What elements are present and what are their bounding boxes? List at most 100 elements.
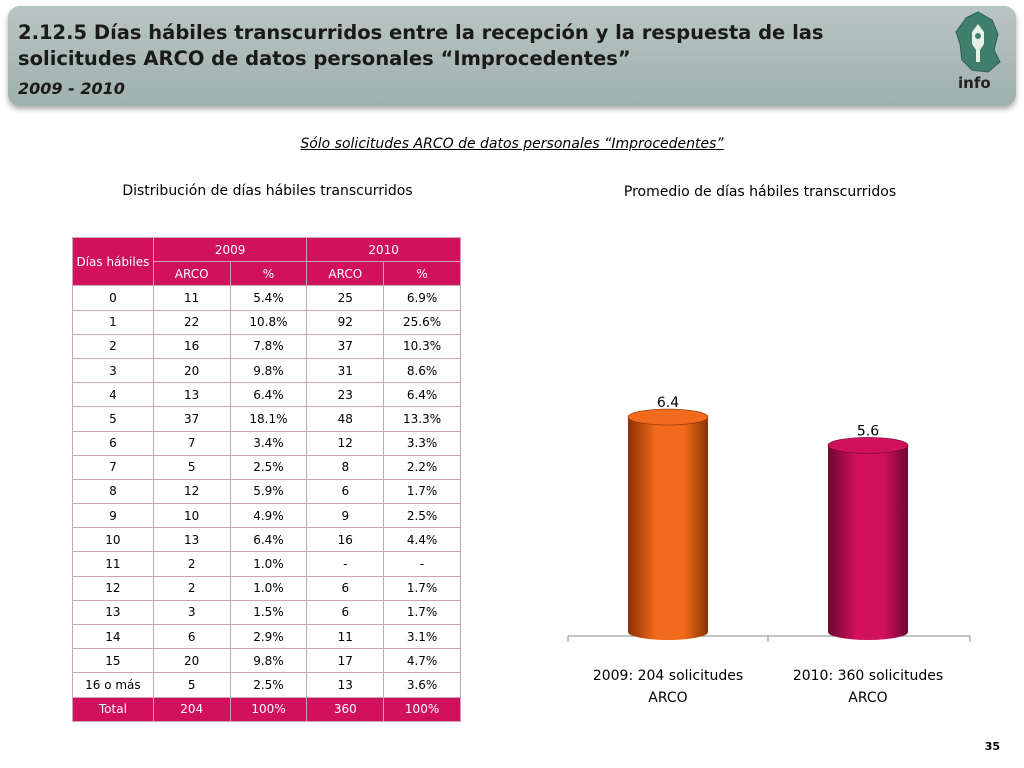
row-pct-2009: 1.0%: [229, 551, 308, 577]
row-arco-2009: 13: [152, 527, 231, 553]
header-arco-2009: ARCO: [152, 261, 231, 287]
total-label: Total: [72, 696, 154, 722]
table-row: 10 13 6.4% 16 4.4%: [72, 527, 461, 553]
header-pct-2009: %: [229, 261, 308, 287]
row-pct-2010: 3.3%: [383, 430, 461, 456]
distribution-table: Días hábiles 2009 2010 ARCO % ARCO % 0 11…: [72, 236, 461, 722]
row-pct-2010: 4.7%: [383, 648, 461, 674]
row-dias: 0: [72, 285, 154, 311]
table-row: 6 7 3.4% 12 3.3%: [72, 430, 461, 456]
row-pct-2009: 2.5%: [229, 454, 308, 480]
row-arco-2010: -: [306, 551, 385, 577]
row-arco-2010: 6: [306, 599, 385, 626]
page-title: 2.12.5 Días hábiles transcurridos entre …: [18, 21, 824, 70]
row-dias: 6: [72, 430, 154, 456]
row-pct-2010: -: [383, 551, 461, 577]
row-arco-2010: 25: [306, 285, 385, 311]
total-pct-2010: 100%: [383, 696, 461, 722]
total-pct-2009: 100%: [229, 696, 308, 722]
header-dias-habiles: Días hábiles: [72, 236, 154, 287]
row-arco-2010: 23: [306, 382, 385, 408]
row-arco-2009: 6: [152, 623, 231, 650]
table-row: 2 16 7.8% 37 10.3%: [72, 333, 461, 359]
row-pct-2009: 9.8%: [229, 648, 308, 674]
row-arco-2009: 13: [152, 382, 231, 408]
table-row: 15 20 9.8% 17 4.7%: [72, 648, 461, 674]
bar-1: [627, 408, 709, 640]
header-year-2009: 2009: [152, 236, 308, 263]
header-year-2010: 2010: [306, 236, 461, 263]
table-row: 7 5 2.5% 8 2.2%: [72, 454, 461, 480]
row-arco-2009: 20: [152, 357, 231, 384]
average-title: Promedio de días hábiles transcurridos: [623, 184, 897, 200]
row-dias: 16 o más: [72, 672, 154, 698]
row-arco-2010: 12: [306, 430, 385, 456]
row-arco-2009: 3: [152, 599, 231, 626]
row-arco-2009: 12: [152, 478, 231, 505]
row-arco-2009: 37: [152, 406, 231, 432]
row-arco-2009: 2: [152, 551, 231, 577]
row-dias: 9: [72, 503, 154, 529]
table-row: 1 22 10.8% 92 25.6%: [72, 309, 461, 335]
table-row: 16 o más 5 2.5% 13 3.6%: [72, 672, 461, 698]
row-pct-2010: 8.6%: [383, 357, 461, 384]
row-dias: 11: [72, 551, 154, 577]
header-banner: 2.12.5 Días hábiles transcurridos entre …: [8, 6, 1016, 106]
row-pct-2009: 1.0%: [229, 575, 308, 601]
row-arco-2009: 11: [152, 285, 231, 311]
row-pct-2009: 1.5%: [229, 599, 308, 626]
row-dias: 10: [72, 527, 154, 553]
row-arco-2009: 10: [152, 503, 231, 529]
row-pct-2009: 6.4%: [229, 527, 308, 553]
row-pct-2009: 6.4%: [229, 382, 308, 408]
row-pct-2009: 4.9%: [229, 503, 308, 529]
row-pct-2009: 10.8%: [229, 309, 308, 335]
header-arco-2010: ARCO: [306, 261, 385, 287]
row-arco-2010: 48: [306, 406, 385, 432]
subtitle: Sólo solicitudes ARCO de datos personale…: [300, 136, 724, 152]
row-arco-2010: 6: [306, 478, 385, 505]
total-arco-2010: 360: [306, 696, 385, 722]
period-label: 2009 - 2010: [18, 79, 125, 98]
row-pct-2009: 2.5%: [229, 672, 308, 698]
table-row: 3 20 9.8% 31 8.6%: [72, 357, 461, 384]
table-row: 0 11 5.4% 25 6.9%: [72, 285, 461, 311]
row-dias: 2: [72, 333, 154, 359]
table-row: 8 12 5.9% 6 1.7%: [72, 478, 461, 505]
row-dias: 15: [72, 648, 154, 674]
table-row: 9 10 4.9% 9 2.5%: [72, 503, 461, 529]
row-dias: 5: [72, 406, 154, 432]
row-pct-2009: 7.8%: [229, 333, 308, 359]
row-arco-2010: 31: [306, 357, 385, 384]
table-row: 12 2 1.0% 6 1.7%: [72, 575, 461, 601]
row-dias: 14: [72, 623, 154, 650]
table-row: 14 6 2.9% 11 3.1%: [72, 623, 461, 650]
row-pct-2009: 18.1%: [229, 406, 308, 432]
row-arco-2010: 6: [306, 575, 385, 601]
row-arco-2009: 5: [152, 454, 231, 480]
bar-value-label: 6.4: [657, 395, 679, 411]
table-row: 11 2 1.0% - -: [72, 551, 461, 577]
row-dias: 13: [72, 599, 154, 626]
row-dias: 7: [72, 454, 154, 480]
bar-value-label: 5.6: [857, 423, 879, 439]
row-pct-2010: 1.7%: [383, 575, 461, 601]
row-dias: 8: [72, 478, 154, 505]
row-pct-2010: 2.5%: [383, 503, 461, 529]
table-body: 0 11 5.4% 25 6.9% 1 22 10.8% 92 25.6% 2 16 7.8% 37 10.…: [72, 285, 461, 698]
row-arco-2010: 8: [306, 454, 385, 480]
row-pct-2009: 9.8%: [229, 357, 308, 384]
info-df-logo-icon: [955, 11, 1001, 73]
row-pct-2010: 6.4%: [383, 382, 461, 408]
row-pct-2010: 1.7%: [383, 599, 461, 626]
row-arco-2010: 13: [306, 672, 385, 698]
logo-text: info: [958, 74, 991, 92]
row-pct-2010: 4.4%: [383, 527, 461, 553]
row-pct-2009: 5.4%: [229, 285, 308, 311]
row-arco-2010: 9: [306, 503, 385, 529]
row-arco-2010: 17: [306, 648, 385, 674]
table-row: 5 37 18.1% 48 13.3%: [72, 406, 461, 432]
table-row: 13 3 1.5% 6 1.7%: [72, 599, 461, 626]
table-total-row: Total 204 100% 360 100%: [72, 696, 461, 722]
row-pct-2010: 10.3%: [383, 333, 461, 359]
